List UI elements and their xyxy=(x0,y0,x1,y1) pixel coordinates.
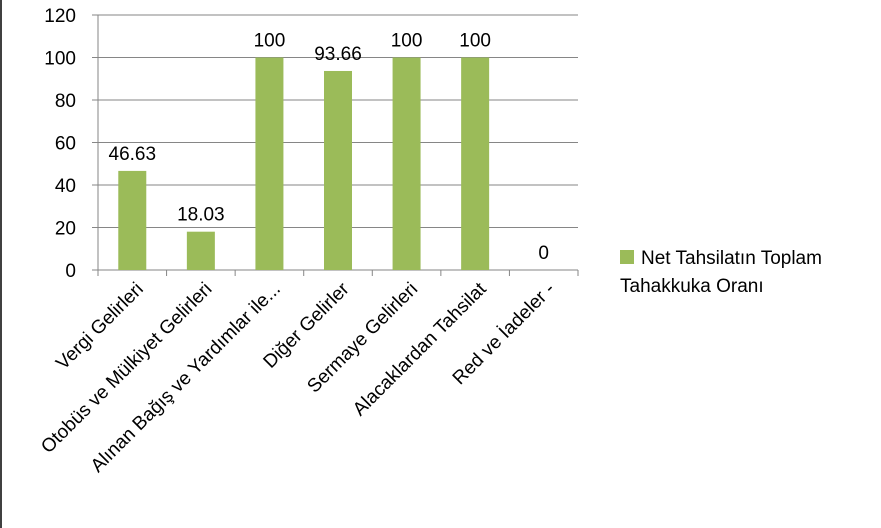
data-label: 18.03 xyxy=(177,205,225,226)
bar xyxy=(324,70,352,270)
y-tick-label: 60 xyxy=(55,134,76,155)
data-label: 100 xyxy=(254,31,286,52)
x-tick-label: Alacaklardan Tahsilat xyxy=(349,278,491,420)
bar xyxy=(392,57,421,270)
data-labels: 46.63 18.03 100 93.66 100 100 0 xyxy=(109,31,549,265)
bar xyxy=(255,57,284,270)
legend-label: Net Tahsilatın Toplam Tahakkuka Oranı xyxy=(620,248,822,297)
bar xyxy=(186,231,215,270)
data-label: 100 xyxy=(391,31,423,52)
y-tick-label: 40 xyxy=(55,176,76,197)
data-label: 100 xyxy=(459,31,491,52)
y-tick-label: 80 xyxy=(55,91,76,112)
data-label: 0 xyxy=(538,243,549,264)
legend: Net Tahsilatın Toplam Tahakkuka Oranı xyxy=(620,245,875,301)
data-label: 93.66 xyxy=(314,44,362,65)
y-tick-label: 100 xyxy=(44,49,76,70)
bar xyxy=(118,170,147,270)
y-tick-labels: 0 20 40 60 80 100 120 xyxy=(44,6,76,282)
y-tick-label: 20 xyxy=(55,219,76,240)
bar xyxy=(461,57,490,270)
data-label: 46.63 xyxy=(109,144,157,165)
legend-swatch xyxy=(620,250,634,264)
bars xyxy=(118,57,490,270)
y-tick-label: 0 xyxy=(65,261,76,282)
y-tick-label: 120 xyxy=(44,6,76,27)
